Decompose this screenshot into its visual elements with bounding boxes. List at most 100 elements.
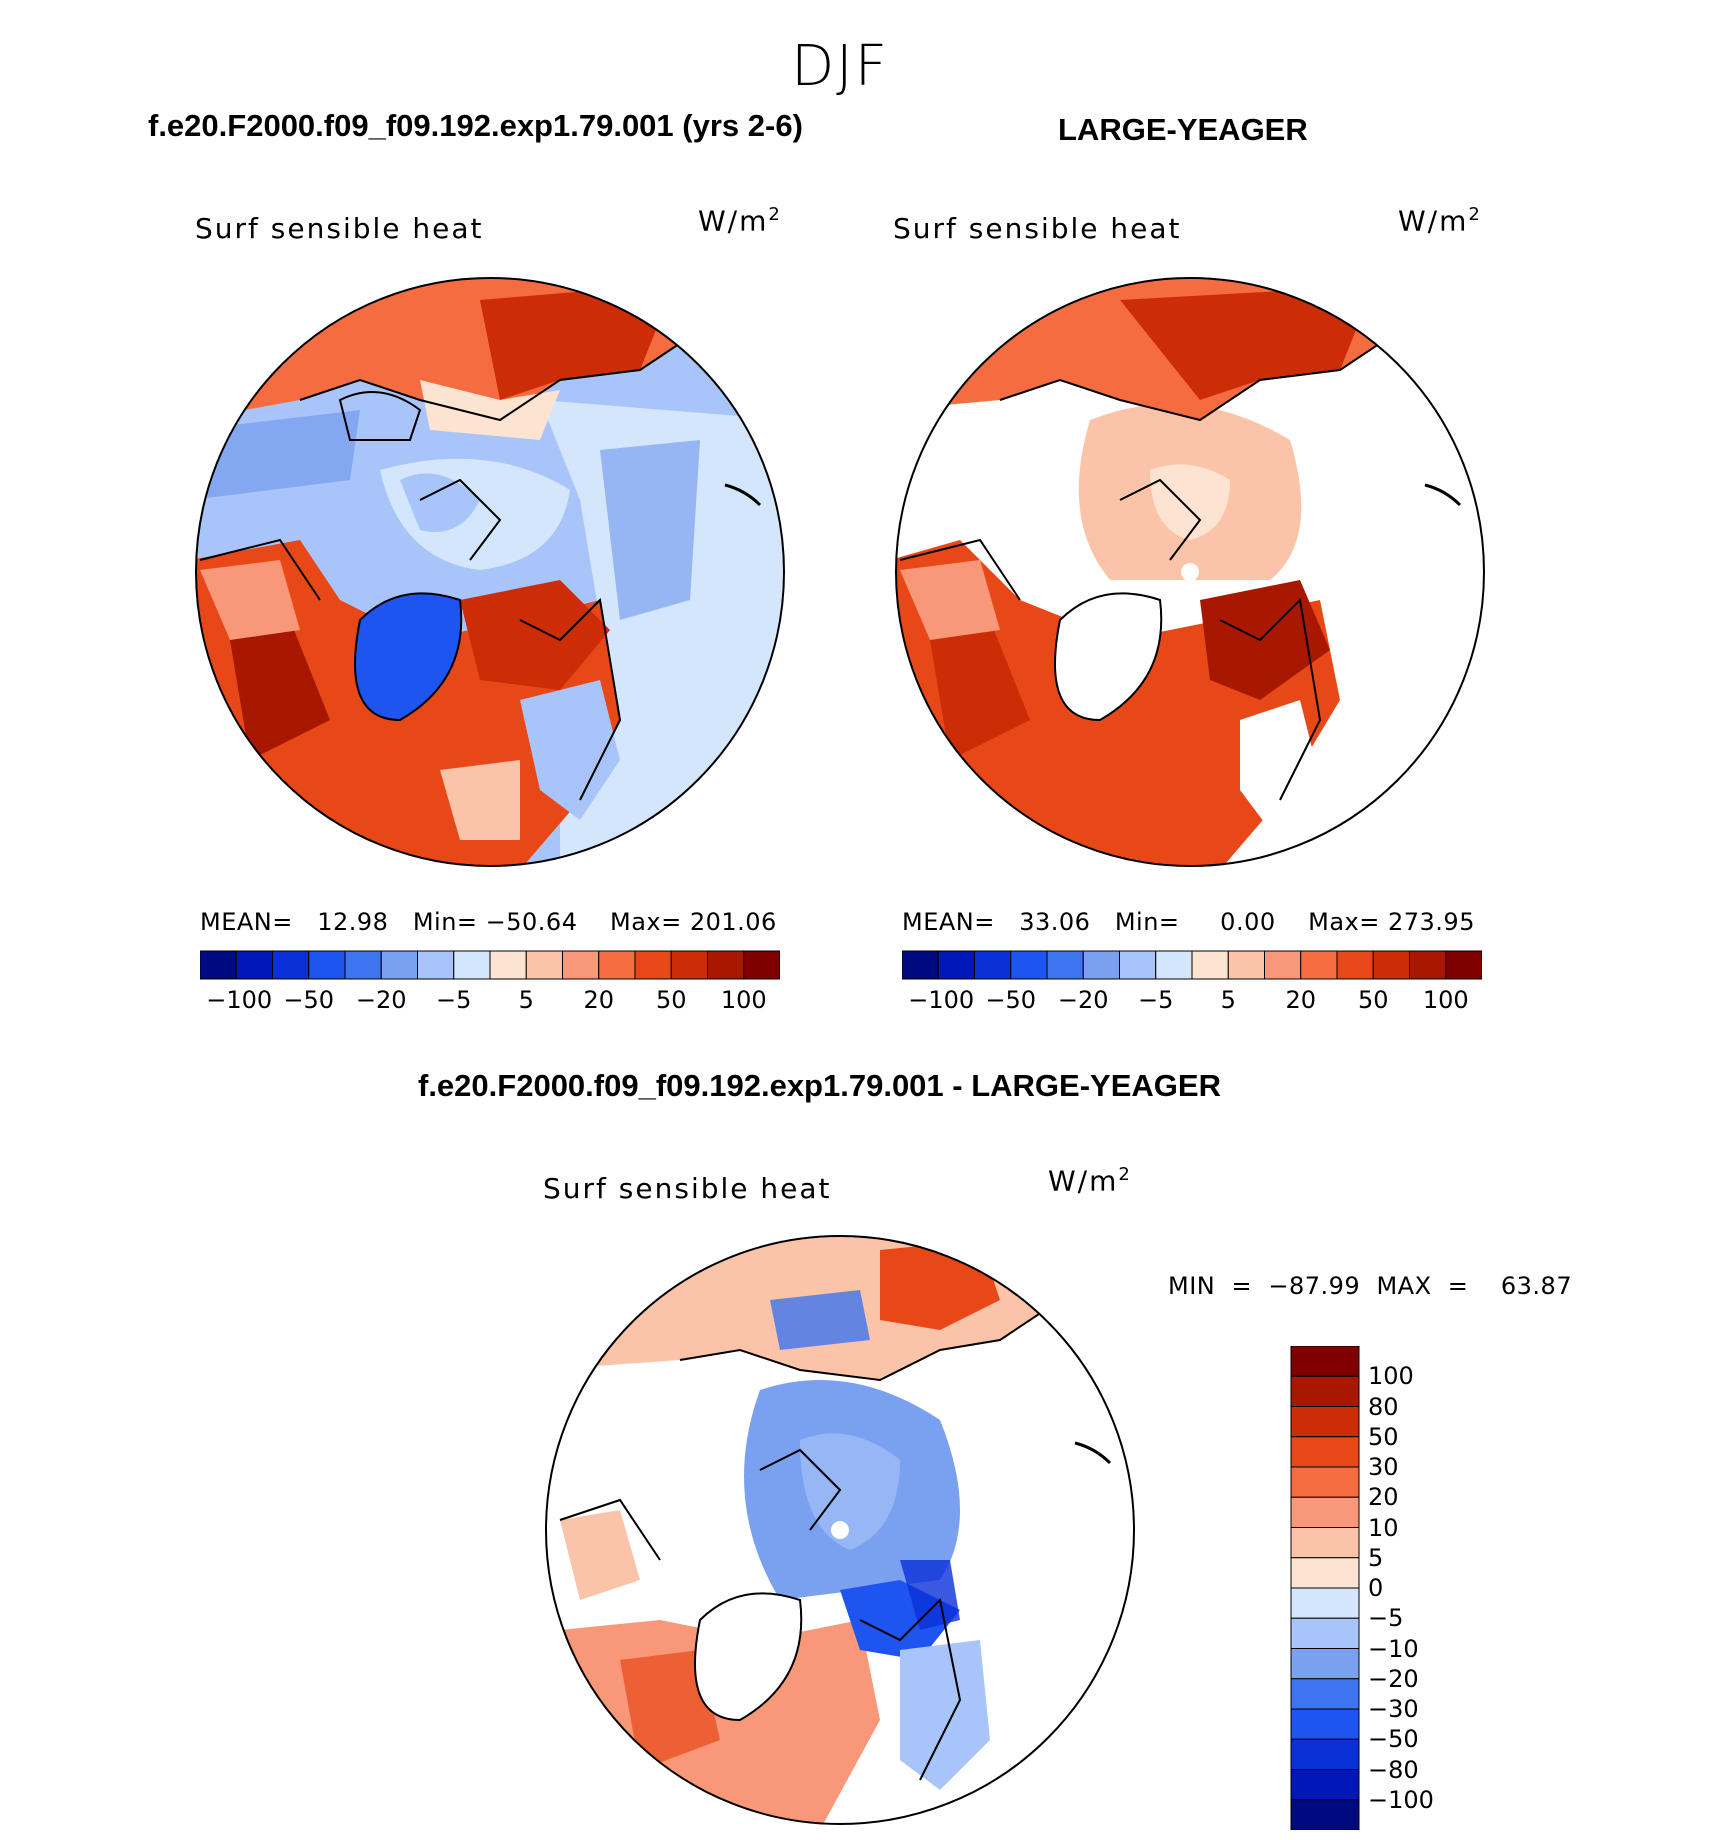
colorbar-tick-label: −100 <box>206 986 273 1014</box>
colorbar-tick-label: 50 <box>655 986 687 1014</box>
colorbar-swatch <box>525 950 563 980</box>
colorbar-tick-label: −50 <box>283 986 335 1014</box>
colorbar-swatch <box>417 950 455 980</box>
right-colorbar <box>902 950 1482 980</box>
pole-marker <box>1181 563 1199 581</box>
colorbar-swatch <box>1119 950 1157 980</box>
colorbar-swatch <box>1290 1769 1360 1801</box>
colorbar-swatch <box>974 950 1012 980</box>
colorbar-tick-label: −50 <box>985 986 1037 1014</box>
colorbar-swatch <box>1046 950 1084 980</box>
diff-units-label: W/m2 <box>1048 1164 1132 1198</box>
colorbar-tick-label: 100 <box>1368 1362 1414 1391</box>
colorbar-tick-label: −20 <box>355 986 407 1014</box>
colorbar-swatch <box>1227 950 1265 980</box>
colorbar-tick-label: −10 <box>1368 1634 1419 1663</box>
diff-variable-label: Surf sensible heat <box>543 1172 832 1205</box>
colorbar-tick-label: 20 <box>583 986 615 1014</box>
colorbar-swatch <box>1290 1496 1360 1528</box>
colorbar-swatch <box>1191 950 1229 980</box>
diff-colorbar-ticks: 100 80 50 30 20 10 5 0 −5 −10 −20 −30 −50 −80 −100 <box>1368 1346 1468 1830</box>
left-units-label: W/m2 <box>698 204 782 238</box>
right-polar-map <box>895 277 1485 867</box>
colorbar-swatch <box>380 950 418 980</box>
colorbar-swatch <box>1010 950 1048 980</box>
colorbar-tick-label: 50 <box>1368 1422 1399 1451</box>
left-colorbar-ticks: −100 −50 −20 −5 5 20 50 100 <box>200 986 780 1018</box>
colorbar-tick-label: −5 <box>1368 1604 1404 1633</box>
colorbar-tick-label: −5 <box>1138 986 1174 1014</box>
colorbar-tick-label: 0 <box>1368 1574 1384 1602</box>
colorbar-swatch <box>308 950 346 980</box>
colorbar-swatch <box>1409 950 1447 980</box>
colorbar-swatch <box>1290 1557 1360 1589</box>
diff-stats: MIN = −87.99 MAX = 63.87 <box>1168 1272 1573 1300</box>
colorbar-swatch <box>1290 1648 1360 1680</box>
colorbar-swatch <box>1445 950 1482 980</box>
colorbar-swatch <box>1290 1678 1360 1710</box>
difference-polar-map <box>545 1235 1135 1825</box>
colorbar-swatch <box>1372 950 1410 980</box>
colorbar-tick-label: −20 <box>1057 986 1109 1014</box>
colorbar-tick-label: −5 <box>436 986 472 1014</box>
colorbar-swatch <box>1290 1436 1360 1468</box>
colorbar-swatch <box>1290 1375 1360 1407</box>
colorbar-swatch <box>937 950 975 980</box>
colorbar-swatch <box>1290 1587 1360 1619</box>
pole-marker <box>831 1521 849 1539</box>
diff-case-title: f.e20.F2000.f09_f09.192.exp1.79.001 - LA… <box>418 1068 1221 1103</box>
right-stats: MEAN= 33.06 Min= 0.00 Max= 273.95 <box>902 908 1475 936</box>
colorbar-tick-label: 20 <box>1368 1483 1399 1512</box>
colorbar-tick-label: −20 <box>1368 1664 1419 1693</box>
left-polar-map <box>195 277 785 867</box>
colorbar-swatch <box>902 950 939 980</box>
colorbar-swatch <box>1290 1346 1360 1377</box>
right-variable-label: Surf sensible heat <box>893 212 1182 245</box>
colorbar-swatch <box>743 950 780 980</box>
colorbar-tick-label: 5 <box>1368 1543 1384 1572</box>
colorbar-tick-label: 20 <box>1285 986 1317 1014</box>
colorbar-tick-label: 30 <box>1368 1453 1399 1481</box>
colorbar-swatch <box>1336 950 1374 980</box>
colorbar-swatch <box>200 950 237 980</box>
colorbar-tick-label: −30 <box>1368 1695 1419 1723</box>
colorbar-swatch <box>598 950 636 980</box>
colorbar-tick-label: 50 <box>1357 986 1389 1014</box>
colorbar-tick-label: 100 <box>720 986 767 1014</box>
colorbar-swatch <box>1155 950 1193 980</box>
colorbar-tick-label: 10 <box>1368 1513 1399 1542</box>
season-title: DJF <box>791 34 889 99</box>
colorbar-swatch <box>1290 1617 1360 1649</box>
colorbar-swatch <box>272 950 310 980</box>
colorbar-swatch <box>344 950 382 980</box>
colorbar-swatch <box>562 950 600 980</box>
diff-colorbar <box>1290 1346 1360 1830</box>
colorbar-tick-label: 5 <box>518 986 534 1014</box>
colorbar-swatch <box>489 950 527 980</box>
right-units-label: W/m2 <box>1398 204 1482 238</box>
colorbar-swatch <box>634 950 672 980</box>
left-variable-label: Surf sensible heat <box>195 212 484 245</box>
colorbar-swatch <box>1300 950 1338 980</box>
colorbar-swatch <box>1290 1466 1360 1498</box>
right-case-title: LARGE-YEAGER <box>1058 112 1308 147</box>
colorbar-swatch <box>707 950 745 980</box>
colorbar-swatch <box>1290 1406 1360 1438</box>
right-colorbar-ticks: −100 −50 −20 −5 5 20 50 100 <box>902 986 1482 1018</box>
colorbar-swatch <box>670 950 708 980</box>
colorbar-swatch <box>1082 950 1120 980</box>
colorbar-swatch <box>235 950 273 980</box>
colorbar-tick-label: 100 <box>1422 986 1469 1014</box>
colorbar-tick-label: −100 <box>908 986 975 1014</box>
colorbar-swatch <box>1290 1799 1360 1830</box>
colorbar-tick-label: −100 <box>1368 1785 1434 1814</box>
colorbar-tick-label: −50 <box>1368 1725 1419 1754</box>
left-case-title: f.e20.F2000.f09_f09.192.exp1.79.001 (yrs… <box>148 108 803 143</box>
colorbar-swatch <box>1264 950 1302 980</box>
left-colorbar <box>200 950 780 980</box>
colorbar-tick-label: 80 <box>1368 1392 1399 1421</box>
colorbar-tick-label: 5 <box>1220 986 1236 1014</box>
colorbar-swatch <box>453 950 491 980</box>
left-stats: MEAN= 12.98 Min= −50.64 Max= 201.06 <box>200 908 777 936</box>
